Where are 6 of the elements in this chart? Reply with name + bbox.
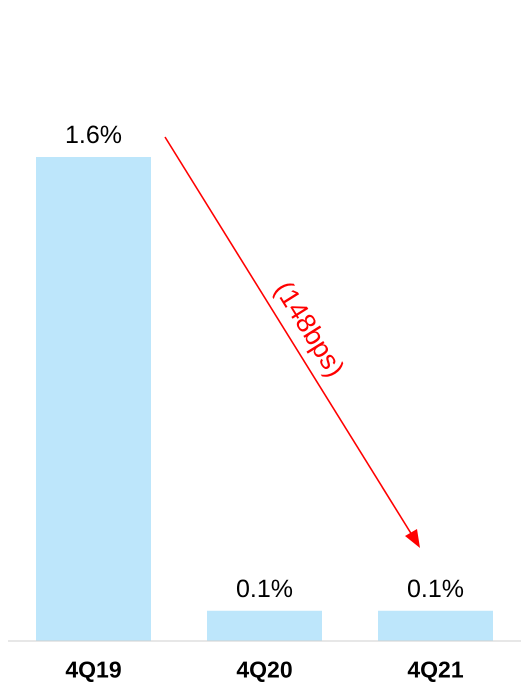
data-label: 0.1% xyxy=(407,574,464,603)
x-tick-label: 4Q20 xyxy=(236,656,293,682)
data-label: 0.1% xyxy=(236,574,293,603)
data-label: 1.6% xyxy=(65,121,122,149)
x-tick-label: 4Q19 xyxy=(65,656,122,682)
x-tick-label: 4Q21 xyxy=(407,656,464,682)
